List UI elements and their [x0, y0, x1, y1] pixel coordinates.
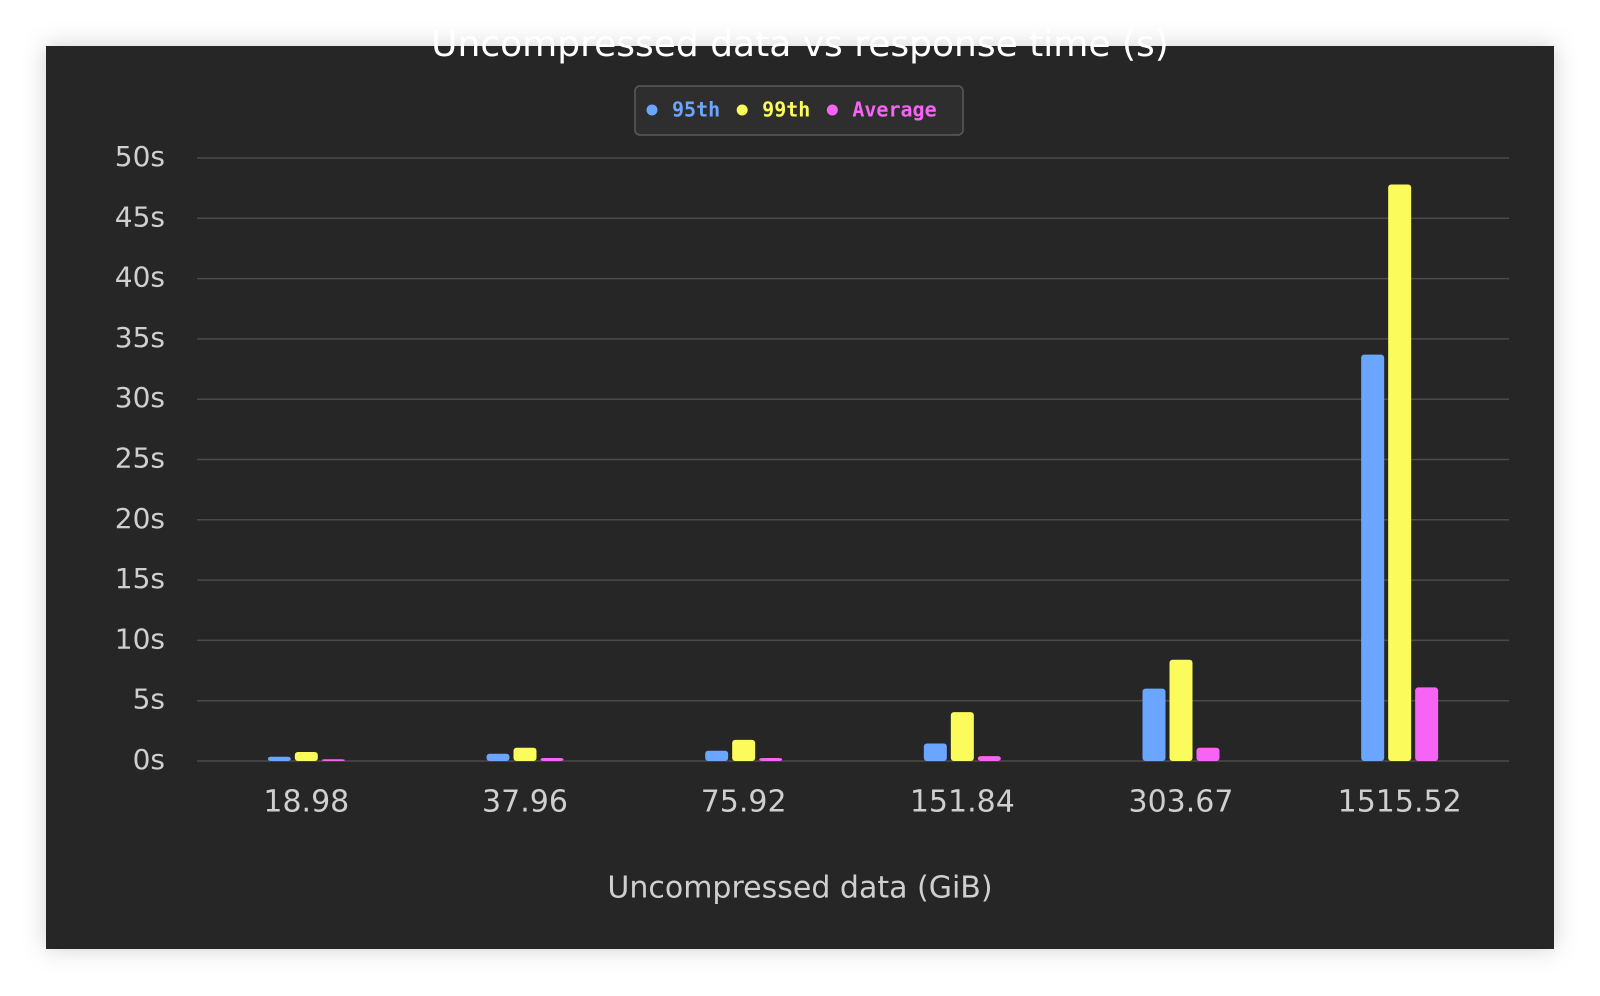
legend-label: Average	[852, 98, 936, 122]
legend-label: 99th	[762, 98, 810, 122]
y-tick-label: 25s	[115, 442, 165, 475]
bar	[705, 750, 729, 761]
bar	[1388, 184, 1412, 762]
bar	[923, 743, 947, 761]
x-tick-label: 303.67	[1129, 785, 1234, 820]
bar	[732, 739, 756, 761]
y-tick-label: 40s	[115, 261, 165, 294]
y-tick-label: 35s	[115, 321, 165, 354]
y-tick-label: 30s	[115, 381, 165, 414]
bar	[540, 757, 564, 761]
bar	[321, 759, 345, 761]
bar	[267, 756, 291, 761]
y-tick-label: 0s	[133, 743, 165, 776]
legend-label: 95th	[672, 98, 720, 122]
y-tick-label: 15s	[115, 562, 165, 595]
x-tick-label: 151.84	[910, 785, 1015, 820]
bar	[294, 751, 318, 761]
bar	[1415, 687, 1439, 761]
legend-box	[634, 85, 964, 136]
x-tick-label: 37.96	[482, 785, 568, 820]
bar	[486, 753, 510, 761]
x-tick-label: 18.98	[263, 785, 349, 820]
y-tick-label: 45s	[115, 200, 165, 233]
bar	[1142, 688, 1166, 761]
legend-marker	[736, 104, 748, 116]
bar	[1196, 747, 1220, 761]
x-tick-label: 75.92	[701, 785, 787, 820]
bar	[977, 756, 1001, 761]
x-tick-label: 1515.52	[1338, 785, 1462, 820]
bar	[950, 712, 974, 761]
x-axis-title: Uncompressed data (GiB)	[607, 871, 992, 906]
y-tick-label: 10s	[115, 622, 165, 655]
bar	[513, 747, 537, 761]
bar	[759, 757, 783, 761]
panel	[46, 46, 1554, 949]
y-tick-label: 20s	[115, 502, 165, 535]
legend-marker	[826, 104, 838, 116]
bar	[1361, 354, 1385, 761]
chart-title: Uncompressed data vs response time (s)	[431, 24, 1169, 65]
y-tick-label: 50s	[115, 140, 165, 173]
y-tick-label: 5s	[133, 683, 165, 716]
legend-marker	[646, 104, 658, 116]
bar	[1169, 659, 1193, 761]
